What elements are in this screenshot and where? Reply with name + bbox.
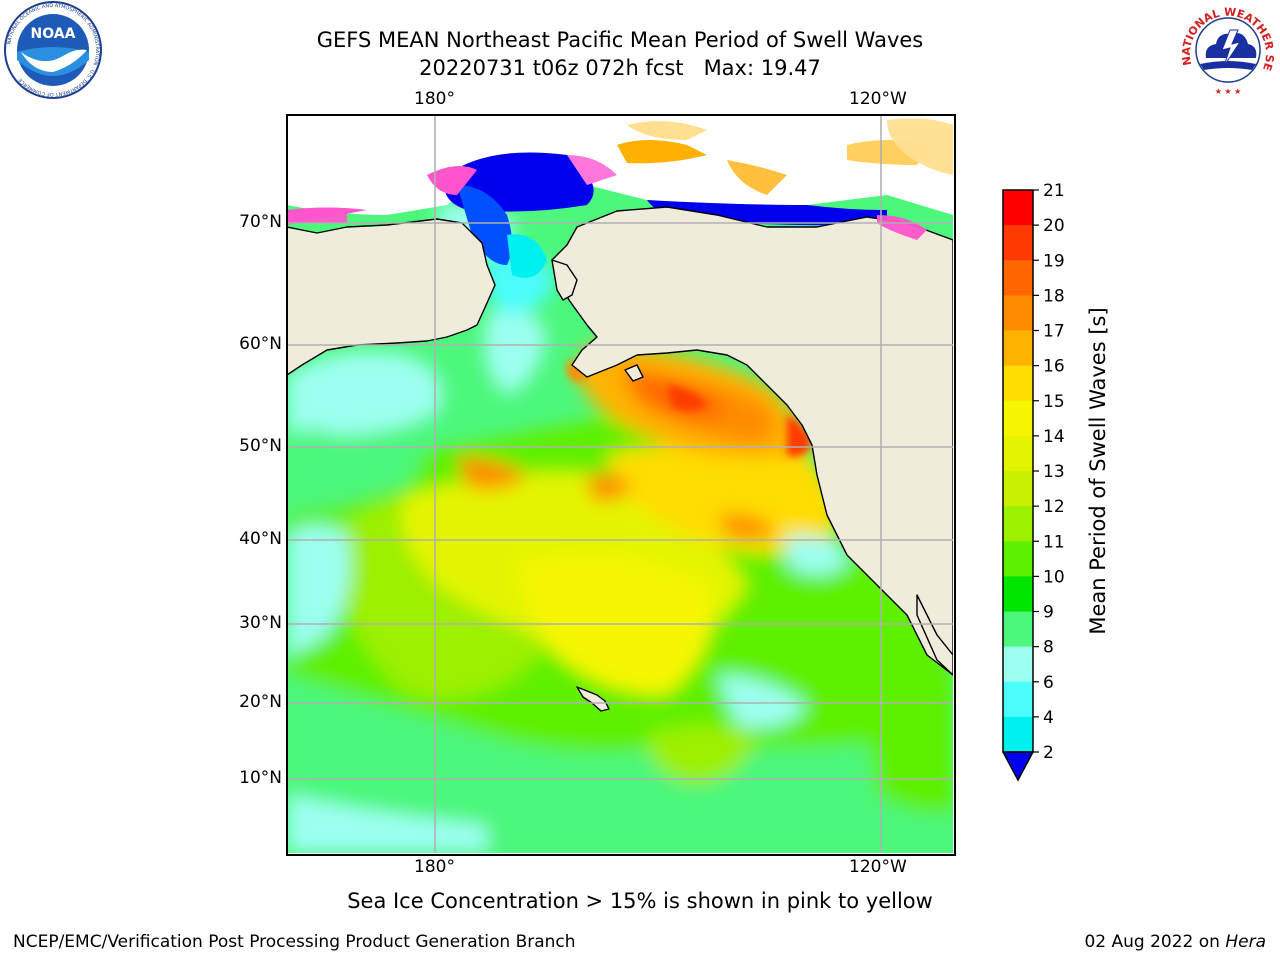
credit-machine: Hera [1225,932,1266,952]
colorbar-segment [1003,330,1033,367]
credit-right: 02 Aug 2022 on Hera [1084,932,1266,952]
sea-ice-note: Sea Ice Concentration > 15% is shown in … [0,889,1280,913]
sea-ice-note-text: Sea Ice Concentration > 15% is shown in … [347,889,933,913]
colorbar-tick-label: 8 [1043,638,1054,658]
noaa-logo-text: NOAA [31,26,76,42]
colorbar-segment [1003,576,1033,613]
colorbar-segment [1003,260,1033,296]
alaska-west-coast [551,259,578,301]
colorbar-segment [1003,646,1033,683]
nws-stars: ★ ★ ★ [1215,87,1242,96]
colorbar-title: Mean Period of Swell Waves [s] [1086,307,1110,635]
asia-land [287,218,496,376]
colorbar-tick-label: 10 [1043,567,1065,587]
colorbar-tick-label: 12 [1043,497,1065,517]
lon-label-top-180: 180° [414,89,455,109]
colorbar-segment [1003,611,1033,648]
lat-label-40n: 40°N [239,529,282,549]
colorbar-tick-label: 6 [1043,673,1054,693]
colorbar: 21 20 19 18 17 16 15 14 13 12 11 10 9 8 6 4 2 [1001,181,1065,782]
colorbar-segment [1003,400,1033,437]
kodiak-island [624,364,644,382]
colorbar-tick-label: 21 [1043,181,1065,201]
chart-subtitle: 20220731 t06z 072h fcst Max: 19.47 [419,56,821,80]
colorbar-segment [1003,190,1033,226]
ice-edges [287,118,953,240]
lat-label-70n: 70°N [239,212,282,232]
colorbar-tick-label: 4 [1043,708,1054,728]
lon-label-bottom-120w: 120°W [849,857,907,877]
hawaii-islands [576,686,610,712]
colorbar-segment [1003,541,1033,577]
colorbar-tick-label: 2 [1043,743,1054,763]
lat-label-50n: 50°N [239,436,282,456]
colorbar-tick-label: 20 [1043,216,1065,236]
map-canvas [287,115,953,853]
chart-title: GEFS MEAN Northeast Pacific Mean Period … [316,28,924,52]
swell-field [287,202,953,853]
noaa-logo: NOAA NATIONAL OCEANIC AND ATMOSPHERIC AD… [4,1,102,99]
colorbar-tick-label: 17 [1043,322,1065,342]
graticule [287,115,953,853]
colorbar-segment [1003,471,1033,507]
colorbar-segment [1003,681,1033,718]
colorbar-segment [1003,295,1033,332]
north-america-land [551,206,953,676]
colorbar-tick-label: 16 [1043,357,1065,377]
colorbar-tick-label: 19 [1043,251,1065,271]
colorbar-segment [1003,506,1033,542]
colorbar-tick-label: 9 [1043,603,1054,623]
colorbar-tick-label: 13 [1043,462,1065,482]
baja-peninsula [916,594,953,676]
colorbar-tick-label: 18 [1043,286,1065,306]
lon-label-bottom-180: 180° [414,857,455,877]
colorbar-segment [1003,716,1033,753]
map-panel [287,115,953,853]
colorbar-segment [1003,365,1033,402]
colorbar-tick-label: 15 [1043,392,1065,412]
colorbar-tick-label: 11 [1043,532,1065,552]
lat-label-10n: 10°N [239,768,282,788]
land [287,206,953,712]
colorbar-segment [1003,435,1033,472]
credit-left: NCEP/EMC/Verification Post Processing Pr… [13,932,576,952]
lon-label-top-120w: 120°W [849,89,907,109]
colorbar-tick-label: 14 [1043,427,1065,447]
lat-label-30n: 30°N [239,613,282,633]
lat-label-20n: 20°N [239,692,282,712]
colorbar-segment [1003,225,1033,261]
nws-logo: NATIONAL WEATHER SERVICE ★ ★ ★ [1178,0,1276,98]
credit-date: 02 Aug 2022 on [1084,932,1226,952]
lat-label-60n: 60°N [239,334,282,354]
colorbar-extend-min [1001,751,1035,782]
